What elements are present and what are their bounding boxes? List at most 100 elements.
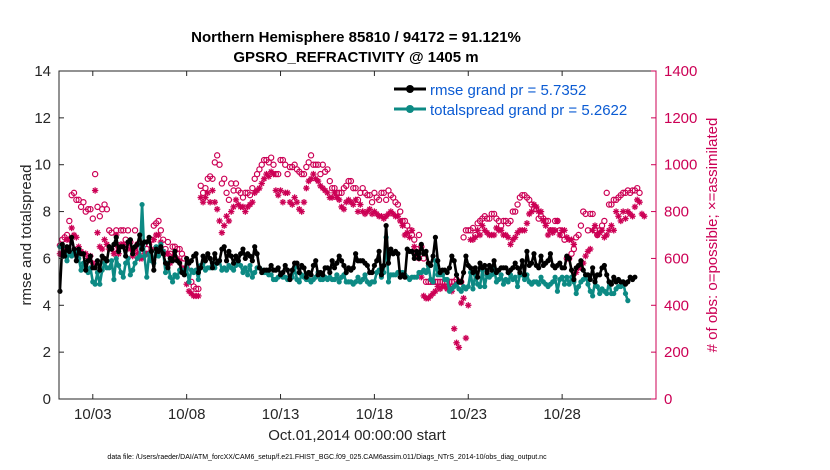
obs-possible-point xyxy=(216,161,223,168)
obs-possible-point xyxy=(575,231,582,239)
obs-assimilated-point xyxy=(490,231,498,239)
spread-point xyxy=(230,267,237,273)
asterisk-stroke xyxy=(94,229,101,236)
asterisk-stroke xyxy=(336,197,342,203)
spread-point xyxy=(500,281,507,287)
rmse-point xyxy=(294,260,300,266)
asterisk-stroke xyxy=(552,227,558,234)
obs-assimilated-point xyxy=(411,243,418,250)
obs-possible-point xyxy=(636,189,643,197)
spread-point xyxy=(597,290,603,297)
spread-point xyxy=(118,269,124,276)
obs-possible-point xyxy=(209,175,216,182)
rmse-point xyxy=(254,251,260,257)
obs-assimilated-point xyxy=(568,236,575,243)
obs-possible-point xyxy=(483,215,491,222)
obs-assimilated-point xyxy=(277,187,284,194)
obs-assimilated-point xyxy=(209,187,216,194)
asterisk-stroke xyxy=(568,236,575,243)
obs-possible-point xyxy=(87,206,94,213)
asterisk-stroke xyxy=(564,234,570,241)
rmse-point xyxy=(470,269,476,276)
obs-assimilated-point xyxy=(258,180,265,187)
rmse-point xyxy=(223,258,230,264)
obs-assimilated-point xyxy=(603,231,610,239)
asterisk-stroke xyxy=(418,274,425,280)
obs-assimilated-point xyxy=(394,213,402,220)
rmse-point xyxy=(514,265,521,271)
asterisk-stroke xyxy=(458,300,464,306)
obs-possible-point xyxy=(488,210,495,218)
obs-possible-point xyxy=(89,215,96,222)
spread-point xyxy=(505,279,511,285)
y2-tick-label: 1000 xyxy=(664,157,697,174)
asterisk-stroke xyxy=(451,326,457,332)
asterisk-stroke xyxy=(195,293,202,299)
spread-point xyxy=(496,276,502,283)
obs-assimilated-point xyxy=(228,208,235,215)
spread-point xyxy=(512,274,518,280)
obs-possible-point xyxy=(603,189,610,197)
rmse-point xyxy=(116,248,122,254)
asterisk-stroke xyxy=(367,206,373,212)
asterisk-stroke xyxy=(465,302,471,308)
left-tick-labels: 0 2 4 6 8 10 12 14 xyxy=(34,63,51,408)
obs-assimilated-point xyxy=(432,288,439,295)
obs-assimilated-point xyxy=(300,199,308,206)
asterisk-stroke xyxy=(322,187,328,194)
obs-assimilated-point xyxy=(310,170,317,178)
obs-assimilated-point xyxy=(218,229,226,236)
obs-assimilated-point xyxy=(497,227,505,234)
obs-assimilated-point xyxy=(511,234,519,241)
spread-point xyxy=(355,274,361,280)
rmse-point xyxy=(388,246,394,252)
rmse-point xyxy=(71,246,77,252)
rmse-point xyxy=(538,253,544,259)
obs-assimilated-point xyxy=(474,227,481,234)
rmse-point xyxy=(97,267,103,273)
rmse-point xyxy=(66,248,72,254)
spread-point xyxy=(353,279,359,285)
obs-assimilated-point xyxy=(204,189,211,197)
rmse-point xyxy=(341,262,347,269)
obs-assimilated-point xyxy=(528,208,535,215)
obs-possible-point xyxy=(507,217,514,225)
spread-point xyxy=(120,274,126,280)
rmse-point xyxy=(611,274,617,280)
plot-area xyxy=(56,70,657,400)
asterisk-stroke xyxy=(233,197,239,203)
spread-point xyxy=(195,276,201,283)
rmse-point xyxy=(411,255,417,262)
rmse-point xyxy=(486,262,492,269)
obs-assimilated-point xyxy=(462,334,470,342)
asterisk-stroke xyxy=(498,227,504,234)
rmse-point xyxy=(247,253,253,259)
rmse-point xyxy=(547,251,553,257)
obs-assimilated-point xyxy=(270,170,277,178)
obs-possible-point xyxy=(577,222,585,229)
spread-point xyxy=(169,279,176,285)
obs-possible-point xyxy=(225,196,233,204)
spread-point xyxy=(240,269,246,276)
rmse-point xyxy=(449,253,455,259)
rmse-point xyxy=(482,262,488,269)
obs-assimilated-point xyxy=(366,206,373,213)
obs-assimilated-point xyxy=(610,227,617,234)
spread-point xyxy=(566,281,572,287)
rmse-point xyxy=(289,267,295,273)
rmse-point xyxy=(200,253,206,259)
obs-possible-point xyxy=(267,154,275,161)
spread-point xyxy=(465,283,471,290)
spread-point xyxy=(186,279,192,285)
spread-point xyxy=(618,283,624,290)
rmse-point xyxy=(303,274,309,280)
obs-possible-point xyxy=(587,210,594,218)
rmse-point xyxy=(364,262,370,269)
rmse-point xyxy=(160,251,166,257)
rmse-point xyxy=(207,255,213,262)
obs-possible-point xyxy=(364,191,371,199)
obs-possible-point xyxy=(589,210,596,218)
spread-point xyxy=(97,281,103,287)
rmse-point xyxy=(268,262,274,269)
obs-possible-point xyxy=(232,180,240,187)
